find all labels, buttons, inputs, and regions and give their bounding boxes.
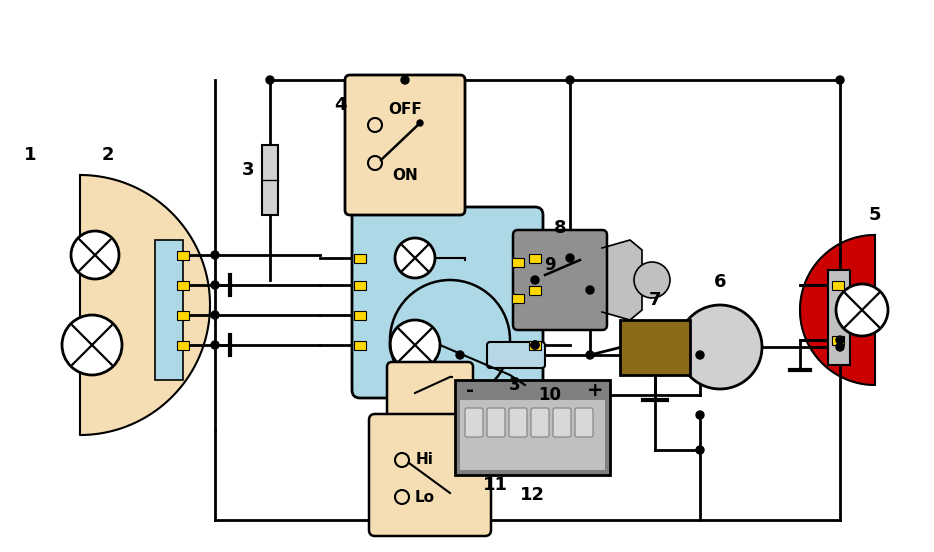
- FancyBboxPatch shape: [487, 342, 545, 368]
- Circle shape: [417, 120, 423, 126]
- Circle shape: [696, 351, 704, 359]
- FancyBboxPatch shape: [553, 408, 571, 437]
- Text: 7: 7: [649, 291, 661, 309]
- Bar: [262, 145, 278, 215]
- Text: 12: 12: [520, 486, 545, 504]
- Circle shape: [211, 251, 219, 259]
- Bar: [354, 280, 366, 289]
- Circle shape: [62, 315, 122, 375]
- Text: 1: 1: [23, 146, 36, 164]
- Polygon shape: [602, 240, 642, 320]
- Bar: [832, 336, 844, 344]
- Text: 5: 5: [869, 206, 882, 224]
- Circle shape: [531, 341, 539, 349]
- Circle shape: [211, 281, 219, 289]
- Polygon shape: [800, 235, 875, 385]
- Text: 3: 3: [242, 161, 254, 179]
- Bar: [455, 380, 610, 475]
- Circle shape: [586, 351, 594, 359]
- FancyBboxPatch shape: [465, 408, 483, 437]
- Circle shape: [390, 320, 440, 370]
- Bar: [354, 310, 366, 320]
- Bar: [177, 251, 189, 259]
- Circle shape: [71, 231, 119, 279]
- Circle shape: [531, 341, 539, 349]
- Bar: [177, 310, 189, 320]
- Circle shape: [395, 238, 435, 278]
- Bar: [620, 320, 690, 375]
- Text: Lo: Lo: [415, 490, 435, 505]
- Bar: [354, 253, 366, 263]
- Text: 9: 9: [545, 256, 556, 274]
- Bar: [828, 270, 850, 365]
- Text: 11: 11: [483, 476, 507, 494]
- Bar: [512, 294, 524, 302]
- Bar: [177, 280, 189, 289]
- Circle shape: [211, 311, 219, 319]
- Text: Hi: Hi: [416, 453, 434, 468]
- Text: 8: 8: [554, 219, 566, 237]
- Circle shape: [696, 411, 704, 419]
- Text: 10: 10: [539, 386, 561, 404]
- Circle shape: [586, 286, 594, 294]
- Circle shape: [634, 262, 670, 298]
- Text: 3: 3: [509, 376, 521, 394]
- Bar: [177, 341, 189, 349]
- FancyBboxPatch shape: [369, 414, 491, 536]
- Text: 2: 2: [102, 146, 114, 164]
- Bar: [155, 240, 183, 380]
- Circle shape: [836, 76, 844, 84]
- Bar: [529, 253, 541, 263]
- Bar: [512, 257, 524, 267]
- Bar: [529, 341, 541, 349]
- Circle shape: [836, 336, 844, 344]
- Bar: [460, 400, 605, 470]
- Circle shape: [456, 351, 464, 359]
- Circle shape: [566, 254, 574, 262]
- Circle shape: [678, 305, 762, 389]
- FancyBboxPatch shape: [531, 408, 549, 437]
- Text: ON: ON: [392, 167, 417, 183]
- Circle shape: [836, 284, 888, 336]
- Bar: [529, 285, 541, 295]
- Circle shape: [696, 446, 704, 454]
- FancyBboxPatch shape: [345, 75, 465, 215]
- Text: OFF: OFF: [389, 103, 422, 118]
- FancyBboxPatch shape: [509, 408, 527, 437]
- Circle shape: [836, 343, 844, 351]
- Bar: [354, 341, 366, 349]
- FancyBboxPatch shape: [352, 207, 543, 398]
- FancyBboxPatch shape: [575, 408, 593, 437]
- Circle shape: [211, 341, 219, 349]
- Circle shape: [401, 76, 409, 84]
- FancyBboxPatch shape: [387, 362, 473, 427]
- Polygon shape: [80, 175, 210, 435]
- Circle shape: [566, 76, 574, 84]
- FancyBboxPatch shape: [487, 408, 505, 437]
- Text: -: -: [466, 380, 474, 400]
- Circle shape: [266, 76, 274, 84]
- Text: 6: 6: [714, 273, 727, 291]
- FancyBboxPatch shape: [513, 230, 607, 330]
- Text: +: +: [587, 380, 603, 400]
- Circle shape: [531, 276, 539, 284]
- Text: 4: 4: [333, 96, 347, 114]
- Bar: [832, 280, 844, 289]
